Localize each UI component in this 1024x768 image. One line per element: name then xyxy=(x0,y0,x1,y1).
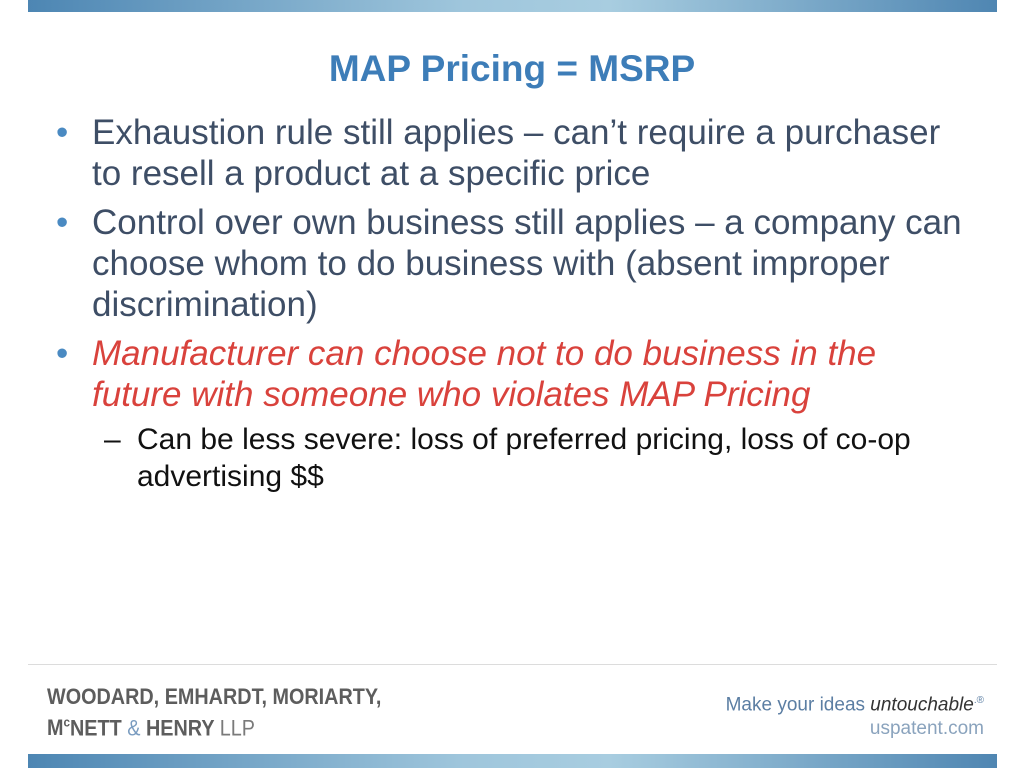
bullet-item-1: • Exhaustion rule still applies – can’t … xyxy=(52,112,972,194)
top-decorative-bar xyxy=(28,0,997,12)
bullet-marker: • xyxy=(56,203,69,242)
bullet-text: Control over own business still applies … xyxy=(92,203,962,324)
logo-line-2: McNETT & HENRY LLP xyxy=(47,710,353,741)
sub-bullet-marker: – xyxy=(104,423,121,456)
sub-bullet-item-1: – Can be less severe: loss of preferred … xyxy=(52,421,972,495)
logo-henry: HENRY xyxy=(145,715,215,741)
logo-ampersand: & xyxy=(127,715,141,741)
bullet-marker: • xyxy=(56,113,69,152)
firm-logo: WOODARD, EMHARDT, MORIARTY, McNETT & HEN… xyxy=(47,684,387,740)
website-link[interactable]: uspatent.com xyxy=(869,718,984,740)
sub-bullet-text: Can be less severe: loss of preferred pr… xyxy=(137,423,911,493)
logo-nett: NETT xyxy=(70,715,122,741)
bullet-text: Exhaustion rule still applies – can’t re… xyxy=(92,113,941,193)
registered-mark: .® xyxy=(973,695,984,706)
logo-line-1: WOODARD, EMHARDT, MORIARTY, xyxy=(47,684,382,709)
tagline-text: Make your ideas untouchable.® xyxy=(725,694,984,716)
bottom-decorative-bar xyxy=(28,754,997,768)
bullet-item-2: • Control over own business still applie… xyxy=(52,202,972,325)
bullet-text: Manufacturer can choose not to do busine… xyxy=(92,334,877,414)
tagline: Make your ideas untouchable.® uspatent.c… xyxy=(726,689,984,741)
bullet-item-3-emphasis: • Manufacturer can choose not to do busi… xyxy=(52,333,972,415)
bullet-marker: • xyxy=(56,334,69,373)
slide-title: MAP Pricing = MSRP xyxy=(328,48,696,89)
footer-divider xyxy=(28,664,997,665)
tagline-emphasis: untouchable xyxy=(870,694,974,716)
logo-llp: LLP xyxy=(219,715,255,741)
logo-mc: Mc xyxy=(47,715,71,741)
slide-content: • Exhaustion rule still applies – can’t … xyxy=(52,112,972,495)
